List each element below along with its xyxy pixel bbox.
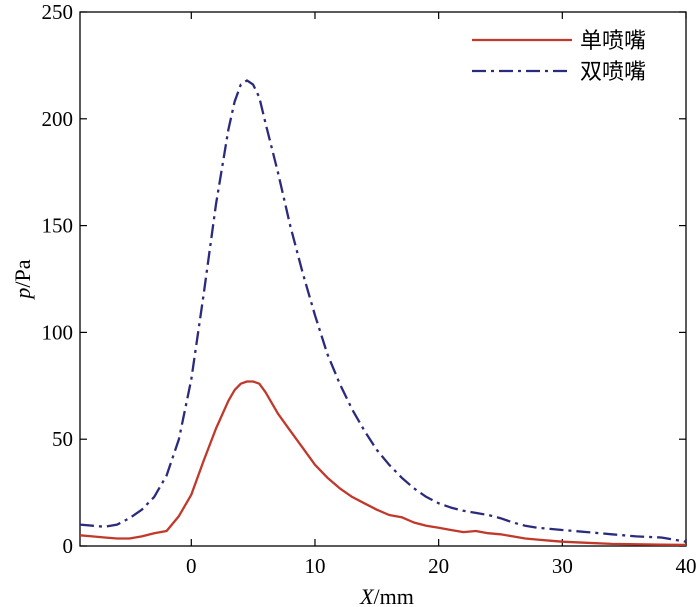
y-axis-label: p/Pa <box>10 259 35 300</box>
y-tick-label-3: 150 <box>42 214 74 238</box>
legend-label-1: 单喷嘴 <box>580 29 646 54</box>
x-axis-label: X/mm <box>359 584 414 607</box>
legend-label-2: 双喷嘴 <box>580 60 646 85</box>
series-line-2 <box>79 79 687 543</box>
x-tick-label-0: 0 <box>186 554 197 578</box>
axes: 0 10 20 30 40 0 50 100 150 200 250 <box>42 0 697 578</box>
y-tick-label-4: 200 <box>42 107 74 131</box>
series-line-1 <box>79 380 687 547</box>
series-layer <box>79 79 687 547</box>
x-tick-label-2: 20 <box>428 554 449 578</box>
y-tick-label-1: 50 <box>52 427 73 451</box>
x-tick-label-3: 30 <box>552 554 573 578</box>
plot-frame <box>79 11 687 547</box>
x-tick-label-4: 40 <box>676 554 697 578</box>
y-tick-label-2: 100 <box>42 320 74 344</box>
y-tick-label-0: 0 <box>63 534 74 558</box>
axis-labels: X/mm p/Pa <box>10 259 414 607</box>
y-tick-label-5: 250 <box>42 0 74 24</box>
x-tick-label-1: 10 <box>304 554 325 578</box>
